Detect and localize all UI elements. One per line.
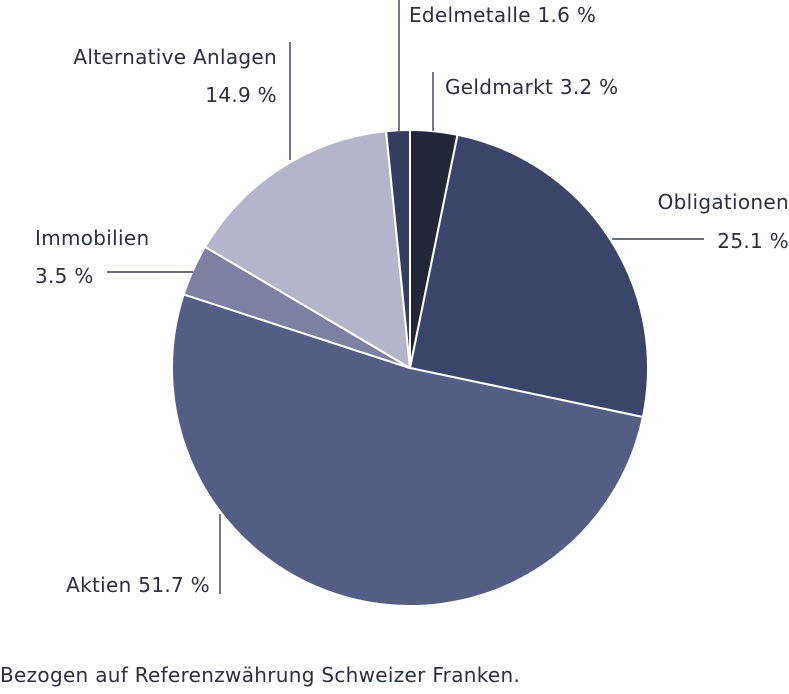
leader-lines	[107, 0, 704, 594]
label-obligationen-value: 25.1 %	[717, 229, 789, 253]
label-aktien: Aktien 51.7 %	[66, 573, 210, 597]
label-alternative-name: Alternative Anlagen	[73, 45, 277, 69]
footnote: Bezogen auf Referenzwährung Schweizer Fr…	[0, 663, 521, 687]
pie-slice-alternative	[204, 130, 411, 369]
pie-slice-aktien	[170, 293, 644, 607]
pie-slice-obligationen	[409, 133, 649, 418]
label-immobilien-name: Immobilien	[35, 226, 149, 250]
label-edelmetalle: Edelmetalle 1.6 %	[409, 3, 596, 27]
label-obligationen-name: Obligationen	[658, 190, 789, 214]
label-immobilien-value: 3.5 %	[35, 264, 94, 288]
label-alternative-value: 14.9 %	[205, 83, 277, 107]
label-geldmarkt: Geldmarkt 3.2 %	[445, 75, 618, 99]
pie-slices	[170, 128, 649, 607]
pie-slice-edelmetalle	[385, 128, 411, 369]
